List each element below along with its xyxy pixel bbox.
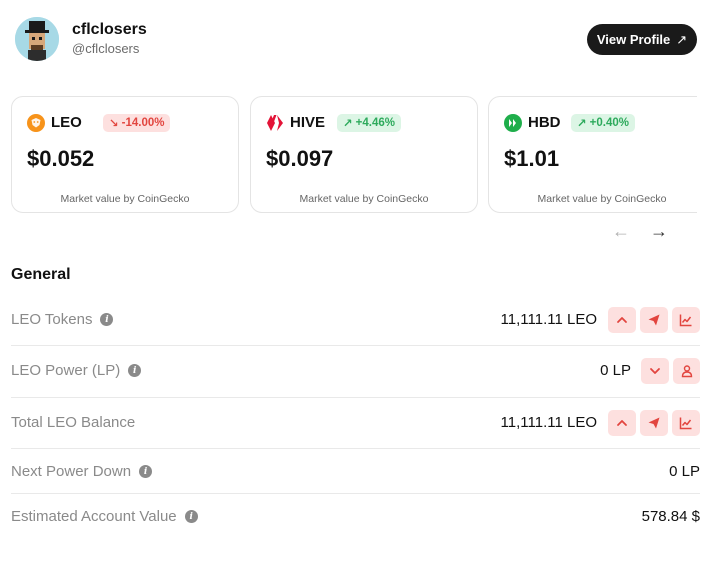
user-icon[interactable] [673,358,700,384]
price-cards-carousel: LEO ↘ -14.00% $0.052 Market value by Coi… [0,96,697,214]
card-price: $0.097 [266,146,334,171]
row-value: 578.84 $ [641,508,700,525]
price-change-badge: ↗ +0.40% [571,114,635,132]
chevron-up-icon[interactable] [608,307,636,333]
card-source: Market value by CoinGecko [537,193,667,205]
balance-row-leo-power: LEO Power (LP) i 0 LP [11,346,700,398]
arrow-left-icon[interactable]: ← [612,221,630,241]
trend-up-icon: ↗ [343,118,353,130]
profile-header: cflclosers @cflclosers View Profile ↗ [0,0,717,80]
row-value: 11,111.11 LEO [500,311,597,328]
trend-up-icon: ↗ [577,118,587,130]
card-symbol: LEO [51,114,82,131]
carousel-nav: ← → [612,221,672,243]
card-source: Market value by CoinGecko [299,193,429,205]
chevron-down-icon[interactable] [641,358,669,384]
price-card-leo[interactable]: LEO ↘ -14.00% $0.052 Market value by Coi… [11,96,239,213]
info-icon[interactable]: i [128,364,142,377]
trend-down-icon: ↘ [109,118,119,130]
hive-coin-icon [266,114,284,132]
section-title-general: General [11,266,71,283]
price-card-hbd[interactable]: HBD ↗ +0.40% $1.01 Market value by CoinG… [488,96,697,213]
chart-icon[interactable] [672,410,700,436]
avatar[interactable] [15,17,59,61]
profile-name: cflclosers [72,21,147,38]
view-profile-button[interactable]: View Profile ↗ [587,24,697,55]
card-source: Market value by CoinGecko [60,193,190,205]
card-symbol: HIVE [290,114,326,131]
balance-row-next-power-down: Next Power Down i 0 LP [11,449,700,494]
row-label: Estimated Account Value i [11,508,198,525]
info-icon[interactable]: i [139,465,153,478]
balance-row-leo-tokens: LEO Tokens i 11,111.11 LEO [11,295,700,346]
row-label: Total LEO Balance [11,414,136,431]
info-icon[interactable]: i [100,313,114,326]
profile-handle: @cflclosers [72,41,140,56]
row-value: 11,111.11 LEO [500,414,597,431]
card-price: $0.052 [27,146,95,171]
price-card-hive[interactable]: HIVE ↗ +4.46% $0.097 Market value by Coi… [250,96,478,213]
card-symbol: HBD [528,114,561,131]
balance-row-total-leo: Total LEO Balance 11,111.11 LEO [11,398,700,449]
hbd-coin-icon [504,114,522,132]
external-link-icon: ↗ [676,31,688,47]
price-change-badge: ↘ -14.00% [103,114,171,132]
leo-coin-icon [27,114,45,132]
send-icon[interactable] [640,307,668,333]
arrow-right-icon[interactable]: → [650,221,668,241]
price-change-badge: ↗ +4.46% [337,114,401,132]
balance-row-estimated-value: Estimated Account Value i 578.84 $ [11,494,700,539]
info-icon[interactable]: i [184,510,198,523]
chart-icon[interactable] [672,307,700,333]
row-label: Next Power Down i [11,463,153,480]
send-icon[interactable] [640,410,668,436]
row-label: LEO Tokens i [11,311,114,328]
row-value: 0 LP [669,463,700,480]
view-profile-label: View Profile [596,32,671,47]
row-label: LEO Power (LP) i [11,362,142,379]
chevron-up-icon[interactable] [608,410,636,436]
card-price: $1.01 [504,146,560,171]
row-value: 0 LP [600,362,631,379]
